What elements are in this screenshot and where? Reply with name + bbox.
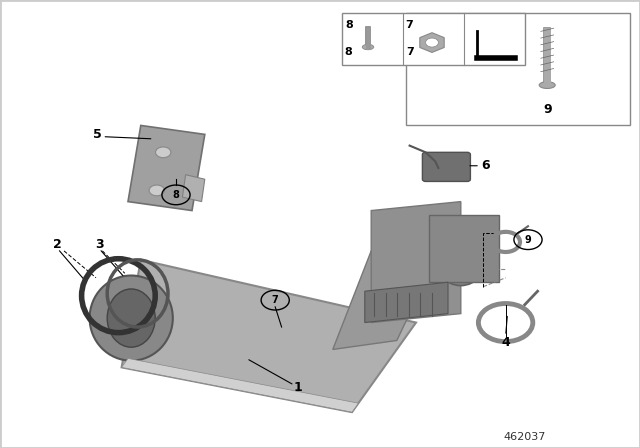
Text: 1: 1 [293, 381, 302, 394]
Circle shape [149, 185, 164, 196]
Text: 7: 7 [406, 47, 414, 56]
PathPatch shape [371, 202, 461, 323]
PathPatch shape [182, 175, 205, 202]
Bar [406, 13, 630, 125]
Text: 9: 9 [525, 235, 531, 245]
Text: 8: 8 [344, 47, 352, 56]
Circle shape [156, 147, 171, 158]
Ellipse shape [540, 82, 556, 89]
Text: 5: 5 [93, 128, 102, 141]
FancyBboxPatch shape [422, 152, 470, 181]
Text: 4: 4 [501, 336, 510, 349]
PathPatch shape [429, 215, 499, 282]
PathPatch shape [128, 125, 205, 211]
Text: 7: 7 [406, 20, 413, 30]
Text: 9: 9 [543, 103, 552, 116]
Ellipse shape [362, 44, 374, 50]
Bar [342, 13, 525, 65]
PathPatch shape [122, 358, 358, 412]
Ellipse shape [432, 216, 490, 286]
Circle shape [426, 38, 438, 47]
Text: 6: 6 [481, 159, 490, 172]
PathPatch shape [365, 282, 448, 323]
PathPatch shape [333, 251, 435, 349]
PathPatch shape [122, 260, 416, 412]
Text: 7: 7 [272, 295, 278, 305]
Text: 462037: 462037 [504, 432, 546, 442]
Ellipse shape [107, 289, 155, 347]
Text: 3: 3 [95, 237, 104, 251]
Text: 8: 8 [173, 190, 179, 200]
Text: 2: 2 [53, 237, 62, 251]
Text: 8: 8 [345, 20, 353, 30]
Ellipse shape [90, 276, 173, 361]
